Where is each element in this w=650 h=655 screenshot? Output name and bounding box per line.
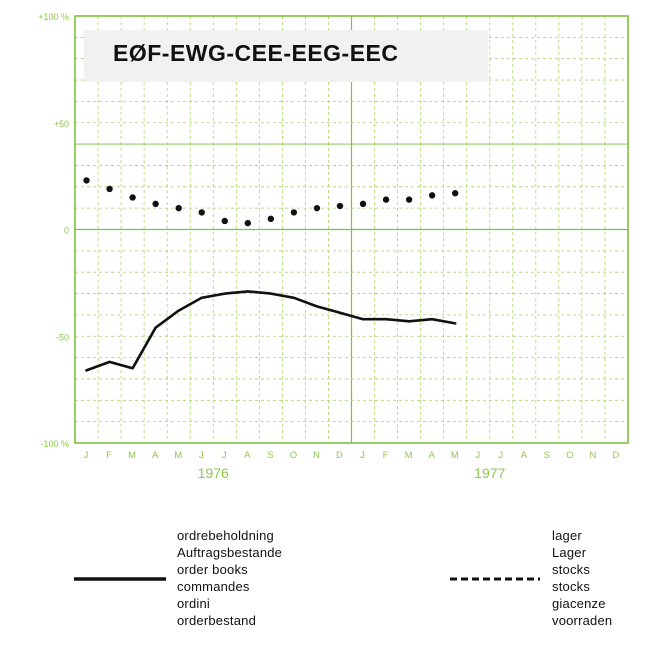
- legend-stocks-line-5: giacenze: [552, 596, 606, 611]
- x-tick-label: A: [152, 450, 159, 461]
- legend-solid-line: [74, 577, 166, 581]
- series-group: [83, 177, 459, 372]
- legend-order-books-line-4: commandes: [177, 579, 250, 594]
- stocks-point: [451, 190, 459, 197]
- x-tick-label: A: [244, 450, 251, 461]
- x-tick-label: J: [360, 450, 366, 461]
- legend-order-books-line-1: ordrebeholdning: [177, 528, 274, 543]
- chart: +100 % +50 0 -50 -100 % J F M A M J J A S O N D J F M A M J J A…: [38, 12, 629, 481]
- legend-order-books-line-5: ordini: [177, 596, 210, 611]
- plot-border: [74, 15, 629, 444]
- stocks-point: [382, 196, 390, 203]
- legend-stocks-line-4: stocks: [552, 579, 591, 594]
- stocks-point: [83, 177, 90, 184]
- x-tick-label: S: [544, 450, 551, 461]
- stocks-point: [290, 209, 298, 216]
- year-label: 1976: [198, 465, 229, 481]
- stocks-point: [152, 200, 159, 208]
- stocks-point: [428, 192, 436, 199]
- y-tick-label: 0: [64, 226, 69, 236]
- x-tick-label: J: [199, 450, 205, 461]
- x-tick-label: M: [174, 450, 183, 461]
- legend-stocks-line-6: voorraden: [552, 613, 613, 628]
- x-tick-label: J: [475, 450, 481, 461]
- legend-stocks-line-3: stocks: [552, 562, 591, 577]
- y-tick-labels: +100 % +50 0 -50 -100 %: [38, 12, 69, 449]
- legend-dashed-line: [450, 577, 540, 581]
- x-tick-label: F: [106, 450, 113, 461]
- stocks-point: [129, 194, 136, 201]
- y-tick-label: -100 %: [40, 439, 69, 449]
- legend-order-books-line-6: orderbestand: [177, 613, 257, 628]
- y-tick-label: +100 %: [38, 12, 69, 22]
- stocks-point: [336, 202, 344, 210]
- legend-order-books-line-3: order books: [177, 562, 248, 577]
- legend-stocks-line-1: lager: [552, 528, 582, 543]
- x-tick-label: J: [498, 450, 504, 461]
- x-tick-label: F: [383, 450, 390, 461]
- x-tick-label: J: [84, 450, 90, 461]
- stocks-point: [106, 185, 113, 193]
- x-tick-label: D: [336, 450, 344, 461]
- x-tick-label: N: [313, 450, 321, 461]
- chart-title: EØF-EWG-CEE-EEG-EEC: [113, 40, 399, 66]
- stocks-point: [198, 209, 205, 216]
- stocks-point: [405, 196, 413, 203]
- x-tick-label: M: [451, 450, 460, 461]
- y-tick-label: -50: [56, 332, 69, 342]
- stocks-point: [221, 217, 228, 225]
- stocks-point: [244, 219, 252, 227]
- x-tick-label: S: [267, 450, 274, 461]
- stocks-point: [359, 200, 367, 208]
- year-labels: 1976 1977: [198, 465, 506, 481]
- x-tick-label: N: [590, 450, 598, 461]
- x-tick-label: A: [428, 450, 435, 461]
- plot-frame: [74, 15, 629, 444]
- year-label: 1977: [474, 465, 505, 481]
- legend-order-books: ordrebeholdning Auftragsbestande order b…: [177, 527, 282, 629]
- stocks-point: [313, 204, 321, 212]
- x-tick-label: O: [566, 450, 574, 461]
- x-tick-label: O: [290, 450, 298, 461]
- title-background: [84, 30, 488, 82]
- legend-stocks: lager Lager stocks stocks giacenze voorr…: [552, 527, 612, 629]
- grid: [75, 16, 628, 443]
- y-tick-label: +50: [54, 119, 69, 129]
- x-tick-label: D: [613, 450, 621, 461]
- stocks-point: [267, 215, 275, 223]
- legend-order-books-line-2: Auftragsbestande: [177, 545, 283, 560]
- legend-stocks-line-2: Lager: [552, 545, 587, 560]
- series-order-books-line: [85, 290, 457, 372]
- x-tick-label: A: [521, 450, 528, 461]
- x-tick-label: M: [128, 450, 137, 461]
- x-tick-label: J: [222, 450, 228, 461]
- stocks-point: [175, 204, 182, 212]
- x-tick-label: M: [405, 450, 414, 461]
